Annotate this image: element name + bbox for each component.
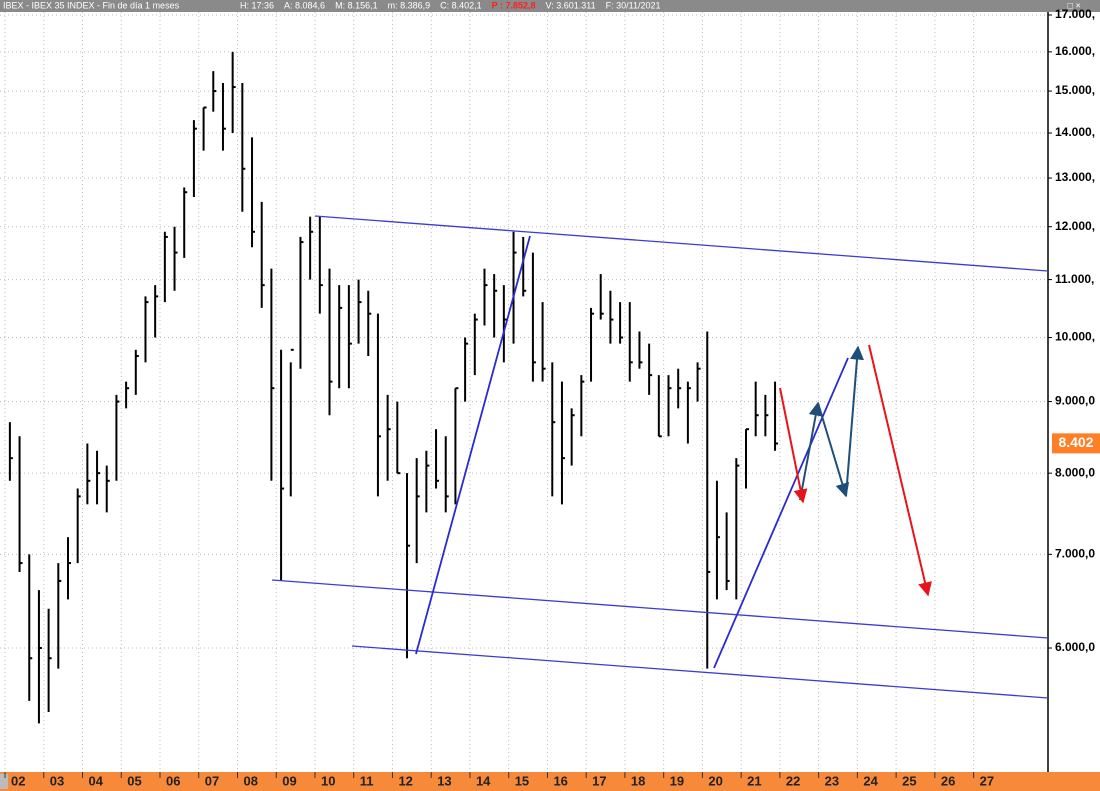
x-tick-label: 02 [11,773,25,788]
x-tick-label: 20 [708,773,722,788]
x-tick-label: 03 [50,773,64,788]
y-tick-label: 12.000, [1055,219,1095,233]
x-tick-label: 11 [360,773,374,788]
last-price-tag [1052,433,1100,454]
drawings [271,215,1049,699]
x-tick-label: 10 [321,773,335,788]
forecast-arrow [817,402,850,498]
x-tick-label: 25 [902,773,916,788]
x-tick-label: 23 [825,773,839,788]
info-group: H: 17:36 A: 8.084,6 M: 8.156,1 m: 8.386,9 C:… [240,0,660,10]
forecast-arrow [799,401,823,501]
x-tick-label: 19 [670,773,684,788]
info-item: A: 8.084,6 [284,0,325,10]
x-tick-label: 17 [592,773,606,788]
y-tick-label: 6.000,0 [1055,640,1095,654]
title-bar [0,0,1100,12]
forecast-arrow [845,345,864,497]
info-item: V: 3.601.311 [546,0,596,10]
trend-line [351,645,1049,699]
bars-group [8,51,779,724]
y-tick-label: 11.000, [1055,272,1094,286]
trend-line [415,235,531,655]
y-tick-label: 13.000, [1055,170,1095,184]
info-item: P : 7.852,8 [492,0,536,10]
info-item: C: 8.402,1 [440,0,482,10]
x-tick-label: 12 [398,773,412,788]
window-buttons[interactable]: _ □ × [1059,0,1081,10]
x-tick-label: 06 [166,773,180,788]
labels-group: 6.000,0 7.000,0 8.000,0 9.000,0 10.000, 11.00… [4,7,1100,788]
y-tick-label: 17.000, [1055,7,1095,21]
x-tick-label: 18 [631,773,645,788]
info-item: F: 30/11/2021 [606,0,661,10]
x-tick-label: 26 [941,773,955,788]
x-tick-label: 07 [205,773,219,788]
x-tick-label: 13 [437,773,451,788]
y-tick-label: 10.000, [1055,330,1095,344]
trend-line [713,357,849,669]
y-tick-label: 16.000, [1055,44,1095,58]
forecast-arrow [868,344,932,597]
x-tick-label: 16 [553,773,567,788]
info-item: m: 8.386,9 [388,0,431,10]
chart-title: IBEX - IBEX 35 INDEX - Fin de día 1 mese… [3,0,180,10]
x-tick-label: 09 [282,773,296,788]
y-tick-label: 9.000,0 [1055,394,1095,408]
x-tick-label: 21 [747,773,761,788]
x-tick-label: 27 [980,773,994,788]
y-tick-label: 14.000, [1055,125,1095,139]
info-item: H: 17:36 [240,0,274,10]
last-price-label: 8.402 [1058,434,1093,450]
scroll-handle[interactable] [0,774,8,789]
y-tick-label: 7.000,0 [1055,546,1095,560]
trend-line [314,215,1049,272]
info-item: M: 8.156,1 [335,0,378,10]
x-tick-label: 24 [863,773,878,788]
x-tick-label: 15 [515,773,529,788]
x-tick-label: 14 [476,773,491,788]
time-axis [0,772,1100,791]
x-tick-label: 08 [243,773,257,788]
y-tick-label: 8.000,0 [1055,465,1095,479]
forecast-arrow [779,387,808,504]
x-tick-label: 22 [786,773,800,788]
y-tick-label: 15.000, [1055,83,1095,97]
grid-group [0,12,1048,770]
x-tick-label: 05 [127,773,141,788]
price-axis [1048,12,1100,772]
x-tick-label: 04 [89,773,104,788]
trend-line [271,579,1049,639]
